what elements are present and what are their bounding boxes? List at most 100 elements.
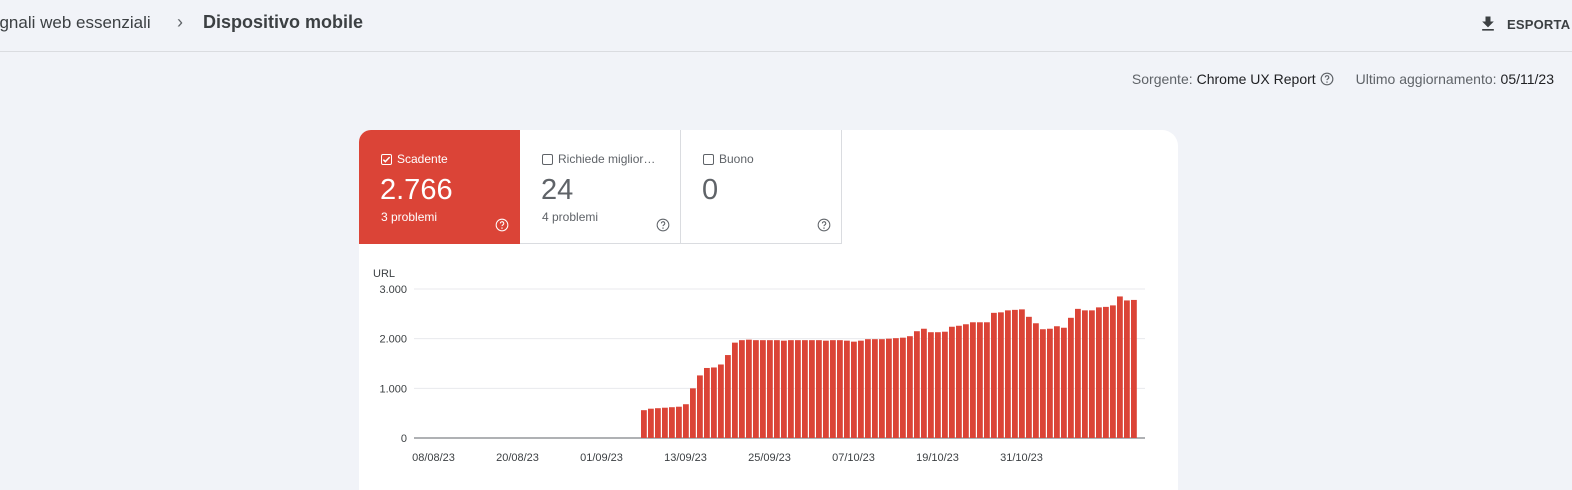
bar: [683, 404, 689, 438]
bar: [823, 340, 829, 438]
bar: [1019, 309, 1025, 438]
bar: [1061, 327, 1067, 438]
bar: [844, 340, 850, 438]
bar: [1124, 300, 1130, 438]
tile-needs-improvement[interactable]: Richiede migliora… 24 4 problemi: [520, 130, 681, 244]
breadcrumb-parent[interactable]: egnali web essenziali: [0, 13, 151, 32]
bar: [662, 407, 668, 438]
bar: [900, 337, 906, 438]
export-label: ESPORTA: [1507, 16, 1571, 32]
bar: [872, 339, 878, 438]
checkbox-unchecked-icon[interactable]: [542, 153, 553, 165]
checkbox-checked-icon[interactable]: [381, 153, 392, 165]
bar: [858, 340, 864, 438]
x-tick-label: 13/09/23: [664, 452, 707, 464]
bar: [914, 331, 920, 438]
download-icon: [1482, 16, 1494, 31]
bar: [641, 410, 647, 438]
bar: [697, 375, 703, 438]
bar: [753, 340, 759, 438]
bar: [970, 322, 976, 438]
bar: [816, 340, 822, 438]
bar: [739, 340, 745, 438]
bar: [711, 367, 717, 438]
bar: [865, 339, 871, 438]
bar: [956, 325, 962, 438]
help-icon[interactable]: [495, 218, 509, 232]
bar: [977, 322, 983, 438]
bar: [830, 340, 836, 438]
updated-label: Ultimo aggiornamento:: [1355, 71, 1497, 87]
bar: [886, 338, 892, 438]
tile-value: 2.766: [380, 174, 453, 206]
export-button[interactable]: ESPORTA: [1478, 12, 1570, 36]
x-tick-label: 19/10/23: [916, 452, 959, 464]
bar: [802, 340, 808, 438]
bar: [725, 355, 731, 438]
bar: [704, 367, 710, 438]
bar: [1068, 317, 1074, 438]
bar: [998, 312, 1004, 438]
bar: [1117, 296, 1123, 438]
x-tick-label: 07/10/23: [832, 452, 875, 464]
bar: [795, 340, 801, 438]
bar: [837, 340, 843, 438]
bar: [1005, 310, 1011, 438]
page-title: Dispositivo mobile: [203, 12, 364, 32]
y-tick-label: 0: [401, 433, 407, 445]
bar: [851, 341, 857, 438]
y-axis-label: URL: [373, 268, 395, 280]
bar: [1054, 326, 1060, 438]
bar: [1033, 323, 1039, 438]
top-bar: egnali web essenziali › Dispositivo mobi…: [0, 0, 1572, 52]
tile-value: 24: [541, 174, 574, 206]
tile-label: Richiede migliora…: [558, 152, 658, 166]
bar: [963, 324, 969, 438]
y-tick-label: 1.000: [379, 383, 407, 395]
x-tick-label: 31/10/23: [1000, 452, 1043, 464]
tile-poor[interactable]: Scadente 2.766 3 problemi: [359, 130, 520, 244]
checkbox-unchecked-icon[interactable]: [703, 153, 714, 165]
bar: [655, 408, 661, 438]
breadcrumb-separator-icon: ›: [177, 12, 183, 32]
bar: [1131, 299, 1137, 438]
bar: [676, 406, 682, 438]
bar: [1040, 329, 1046, 438]
bar: [1075, 308, 1081, 438]
x-tick-label: 08/08/23: [412, 452, 455, 464]
bar: [1110, 305, 1116, 438]
tile-good[interactable]: Buono 0: [681, 130, 842, 244]
bar: [949, 326, 955, 438]
help-icon[interactable]: [656, 218, 670, 232]
bar: [1012, 309, 1018, 438]
bar: [879, 339, 885, 438]
source-value: Chrome UX Report: [1196, 71, 1316, 87]
bar: [1096, 307, 1102, 438]
help-icon[interactable]: [1320, 72, 1334, 86]
y-tick-label: 2.000: [379, 334, 407, 346]
bar: [935, 332, 941, 438]
bar: [907, 336, 913, 438]
tile-issues: 4 problemi: [542, 210, 599, 224]
bar: [690, 388, 696, 438]
bar: [984, 322, 990, 438]
bar: [746, 339, 752, 438]
help-icon[interactable]: [817, 218, 831, 232]
bar: [781, 340, 787, 438]
bar: [767, 340, 773, 438]
bar: [1089, 310, 1095, 438]
x-tick-label: 20/08/23: [496, 452, 539, 464]
bar: [1026, 316, 1032, 438]
bar: [732, 342, 738, 438]
source-label: Sorgente:: [1131, 71, 1193, 87]
report-meta: Sorgente: Chrome UX Report Ultimo aggior…: [1132, 71, 1554, 87]
bar: [1047, 328, 1053, 438]
tile-issues: 3 problemi: [381, 210, 438, 224]
bar: [788, 340, 794, 438]
tile-label: Scadente: [397, 152, 448, 166]
bar: [760, 340, 766, 438]
bar: [893, 338, 899, 438]
bar: [928, 332, 934, 438]
bar: [921, 328, 927, 438]
bar: [1082, 310, 1088, 438]
